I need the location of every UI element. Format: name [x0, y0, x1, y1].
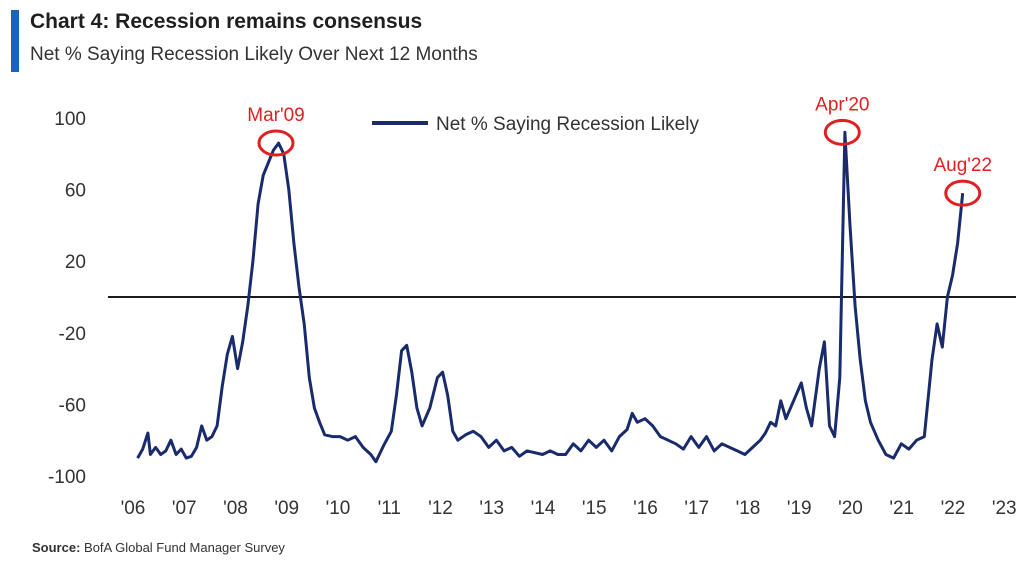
x-tick-label: '06	[121, 498, 146, 519]
annotation-label: Apr'20	[815, 94, 869, 115]
annotation-circle	[944, 179, 982, 207]
source-text: BofA Global Fund Manager Survey	[84, 540, 285, 555]
x-tick-label: '21	[889, 498, 914, 519]
peak-annotations: Mar'09 Apr'20 Aug'22	[247, 94, 992, 207]
x-tick-label: '07	[172, 498, 197, 519]
y-tick-label: 60	[65, 181, 86, 202]
x-tick-label: '08	[223, 498, 248, 519]
y-tick-label: -100	[48, 467, 86, 488]
x-tick-label: '20	[838, 498, 863, 519]
x-tick-label: '19	[787, 498, 812, 519]
y-tick-label: -20	[59, 324, 86, 345]
y-axis: 100 60 20 -20 -60 -100	[48, 109, 86, 488]
x-tick-label: '11	[378, 498, 401, 519]
y-tick-label: -60	[59, 395, 86, 416]
x-tick-label: '18	[736, 498, 761, 519]
x-tick-label: '14	[531, 498, 556, 519]
x-tick-label: '17	[684, 498, 709, 519]
source-note: Source: BofA Global Fund Manager Survey	[32, 540, 285, 555]
y-tick-label: 20	[65, 252, 86, 273]
x-tick-label: '10	[326, 498, 351, 519]
x-tick-label: '09	[274, 498, 299, 519]
x-tick-label: '15	[582, 498, 607, 519]
title-accent-bar	[11, 10, 19, 72]
x-axis: '06 '07 '08 '09 '10 '11 '12 '13 '14 '15 '16 '17 '18 '…	[121, 498, 1017, 519]
chart-subtitle: Net % Saying Recession Likely Over Next …	[30, 44, 478, 65]
annotation-label: Aug'22	[933, 155, 992, 176]
source-label: Source:	[32, 540, 81, 555]
annotation-label: Mar'09	[247, 105, 304, 126]
legend-label: Net % Saying Recession Likely	[436, 114, 699, 135]
chart-title: Chart 4: Recession remains consensus	[30, 10, 423, 33]
x-tick-label: '13	[479, 498, 504, 519]
x-tick-label: '23	[992, 498, 1017, 519]
legend: Net % Saying Recession Likely	[372, 114, 699, 135]
annotation-circle	[823, 118, 861, 146]
x-tick-label: '22	[941, 498, 966, 519]
series-line-net-recession-likely	[136, 130, 965, 464]
x-tick-label: '12	[428, 498, 453, 519]
annotation-circle	[257, 129, 295, 157]
y-tick-label: 100	[54, 109, 86, 130]
x-tick-label: '16	[633, 498, 658, 519]
